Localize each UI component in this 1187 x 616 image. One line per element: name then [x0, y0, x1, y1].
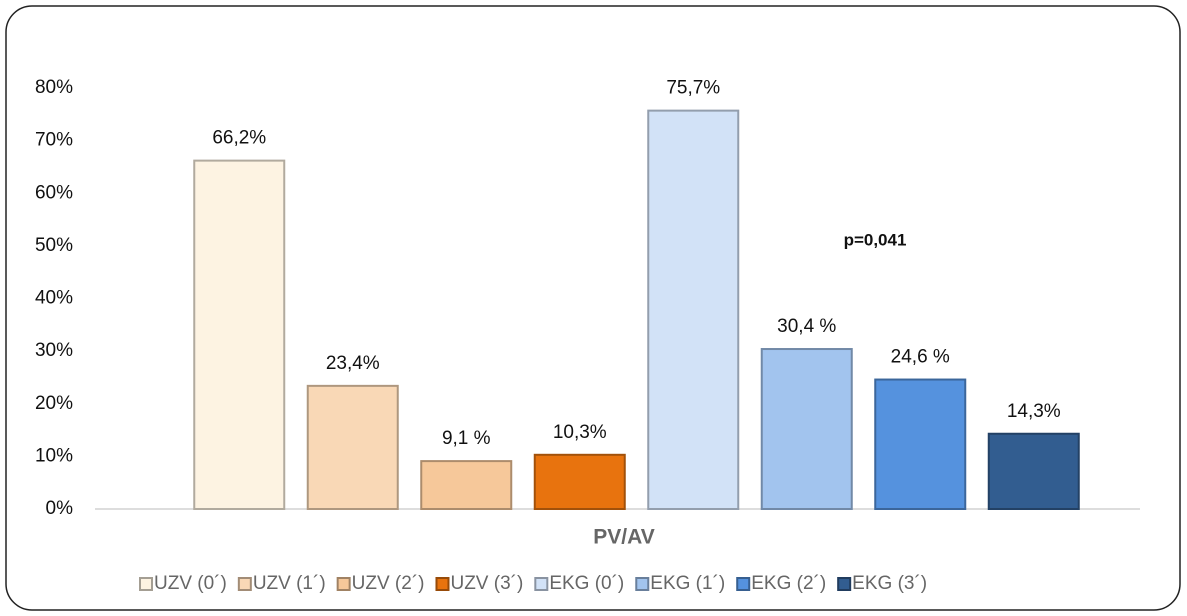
legend-label: UZV (2´)	[352, 573, 425, 594]
bar	[306, 384, 399, 511]
data-label: 10,3%	[553, 422, 607, 443]
bar	[420, 460, 513, 510]
bar	[193, 159, 286, 510]
legend-swatch	[534, 577, 549, 591]
y-tick-label: 50%	[35, 235, 73, 256]
y-tick-label: 40%	[35, 288, 73, 309]
legend-label: UZV (1´)	[253, 573, 326, 594]
bar	[533, 453, 626, 511]
legend-swatch	[837, 577, 852, 591]
chart-frame	[5, 5, 1181, 611]
legend-label: EKG (3´)	[852, 573, 927, 594]
legend-label: UZV (0´)	[154, 573, 227, 594]
legend-swatch	[435, 577, 450, 591]
data-label: 9,1 %	[442, 428, 491, 449]
legend-label: EKG (1´)	[650, 573, 725, 594]
y-tick-label: 0%	[46, 498, 74, 519]
x-tick-label: PV/AV	[593, 526, 654, 549]
legend-swatch	[736, 577, 751, 591]
data-label: 30,4 %	[777, 316, 836, 337]
bar	[874, 378, 967, 511]
legend-swatch	[336, 577, 351, 591]
data-label: 75,7%	[666, 78, 720, 99]
y-tick-label: 70%	[35, 130, 73, 151]
annotation: p=0,041	[844, 230, 907, 249]
data-label: 23,4%	[326, 353, 380, 374]
legend-swatch	[139, 577, 153, 591]
bar	[647, 109, 740, 510]
bar	[760, 348, 853, 510]
legend-swatch	[635, 577, 650, 591]
legend-label: EKG (0´)	[549, 573, 624, 594]
y-tick-label: 10%	[35, 445, 73, 466]
data-label: 66,2%	[212, 128, 266, 149]
data-label: 24,6 %	[891, 347, 950, 368]
legend-swatch	[237, 577, 252, 591]
y-tick-label: 30%	[35, 340, 73, 361]
data-label: 14,3%	[1007, 401, 1061, 422]
y-tick-label: 20%	[35, 393, 73, 414]
y-tick-label: 60%	[35, 182, 73, 203]
legend-label: UZV (3´)	[450, 573, 523, 594]
y-tick-label: 80%	[35, 77, 73, 98]
bar	[987, 432, 1080, 510]
legend-label: EKG (2´)	[751, 573, 826, 594]
